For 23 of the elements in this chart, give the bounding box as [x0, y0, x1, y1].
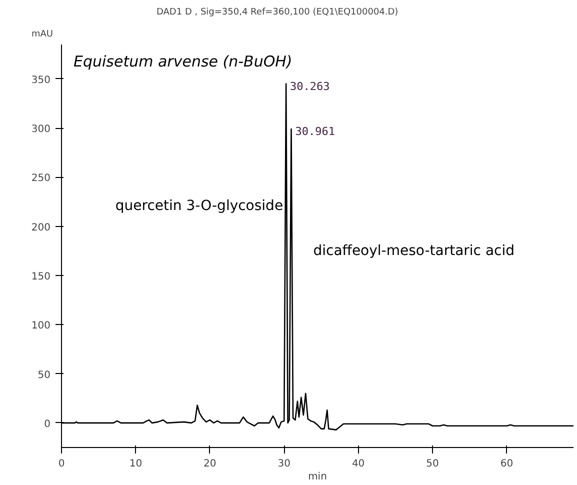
x-tick-label: 0 [58, 458, 65, 470]
y-tick-label: 100 [31, 320, 51, 332]
annotation: 30.961 [295, 125, 335, 138]
y-tick-label: 150 [31, 271, 51, 282]
x-tick-label: 20 [204, 458, 216, 470]
y-tick-label: 250 [31, 173, 51, 184]
y-tick-label: 350 [31, 74, 51, 86]
text: Equisetum arvense (n-BuOH) [74, 52, 292, 70]
chart-title: DAD1 D , Sig=350,4 Ref=360,100 (EQ1\EQ100004.D) [156, 8, 398, 18]
annotation: dicaffeoyl-meso-tartaric acid [313, 243, 515, 260]
x-tick-label: 30 [278, 458, 290, 470]
x-tick-label: 10 [129, 458, 142, 470]
annotation: 30.263 [290, 80, 330, 93]
y-axis-title: mAU [32, 30, 54, 40]
annotation: quercetin 3-O-glycoside [115, 198, 284, 214]
x-axis-title: min [308, 472, 327, 482]
y-tick-label: 300 [31, 124, 51, 136]
x-tick-label: 40 [352, 458, 365, 470]
x-tick-label: 50 [426, 458, 439, 470]
y-tick-label: 50 [38, 370, 51, 381]
x-tick-label: 60 [500, 458, 514, 470]
y-tick-label: 200 [31, 222, 51, 234]
y-tick-label: 0 [44, 418, 51, 430]
